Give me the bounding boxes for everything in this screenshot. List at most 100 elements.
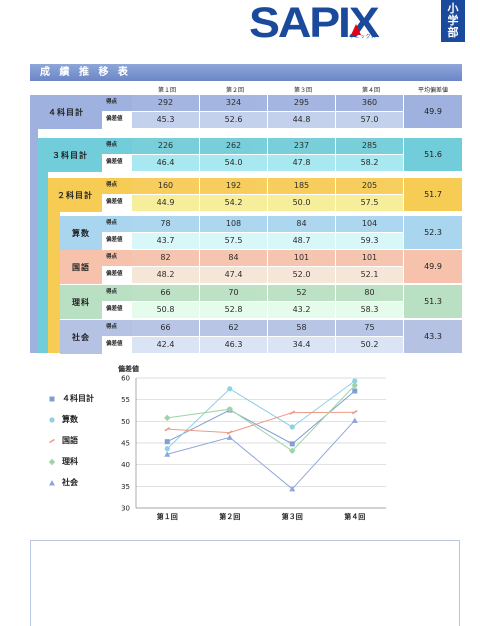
score-row-label: 得点: [102, 216, 132, 232]
average-deviation: 43.3: [404, 320, 462, 353]
deviation-cell: 46.3: [200, 337, 267, 353]
score-row-label: 得点: [102, 95, 132, 111]
deviation-cell: 43.7: [132, 233, 199, 249]
score-row-label: 得点: [102, 320, 132, 336]
data-point: [289, 485, 296, 492]
score-cell: 324: [200, 95, 267, 111]
score-cell: 84: [200, 250, 267, 266]
legend-item: 算数: [48, 414, 78, 425]
score-cell: 101: [268, 250, 335, 266]
logo-red-triangle: [351, 24, 361, 35]
score-cell: 285: [336, 138, 403, 154]
deviation-cell: 48.7: [268, 233, 335, 249]
group-side-stripe: [48, 178, 60, 353]
column-header: 第２回: [225, 87, 244, 94]
score-cell: 292: [132, 95, 199, 111]
logo-box-char: 小: [447, 2, 459, 15]
deviation-cell: 50.2: [336, 337, 403, 353]
deviation-cell: 50.0: [268, 195, 335, 211]
series-line: [167, 385, 356, 452]
series-line: [166, 380, 356, 449]
deviation-cell: 52.8: [200, 302, 267, 318]
data-point: [164, 451, 171, 457]
score-cell: 360: [336, 95, 403, 111]
logo-box-char: 学: [447, 14, 459, 27]
y-tick-label: 30: [121, 505, 130, 513]
deviation-row-label: 偏差値: [102, 267, 132, 283]
data-point: [289, 410, 296, 415]
data-point: [351, 382, 358, 389]
data-point: [226, 430, 233, 435]
y-axis-title: 偏差値: [118, 364, 139, 373]
group-label: 社会: [60, 320, 102, 354]
logo-kana: サピックス: [349, 34, 377, 40]
deviation-cell: 58.3: [336, 302, 403, 318]
section-title: 成 績 推 移 表: [30, 64, 462, 81]
data-point: [226, 434, 233, 440]
legend-label: ４科目計: [62, 394, 94, 403]
deviation-cell: 59.3: [336, 233, 403, 249]
legend-label: 理科: [62, 457, 78, 466]
data-point: [227, 386, 233, 392]
data-point: [352, 388, 358, 394]
deviation-row-label: 偏差値: [102, 155, 132, 171]
x-tick-label: 第４回: [344, 512, 365, 521]
logo-wordmark: SAPIX: [249, 0, 380, 47]
legend-marker-icon: [49, 416, 55, 423]
sapix-logo: SAPIX サピックス 小 学 部: [249, 0, 465, 47]
deviation-line-chart: 偏差値 30 35 40 45 50 55 60 第１回 第２回 第３回 第４回: [118, 364, 386, 521]
deviation-cell: 58.2: [336, 155, 403, 171]
group-side-stripe: [38, 138, 48, 353]
data-point: [226, 406, 233, 413]
score-cell: 192: [200, 178, 267, 194]
deviation-row-label: 偏差値: [102, 233, 132, 249]
data-point: [164, 414, 171, 422]
deviation-cell: 54.0: [200, 155, 267, 171]
legend-label: 国語: [62, 436, 78, 445]
score-cell: 80: [336, 285, 403, 301]
score-cell: 66: [132, 285, 199, 301]
deviation-cell: 52.1: [336, 267, 403, 283]
score-row-label: 得点: [102, 178, 132, 194]
deviation-cell: 57.0: [336, 112, 403, 128]
score-cell: 160: [132, 178, 199, 194]
legend-item: 社会: [48, 477, 78, 488]
deviation-cell: 52.0: [268, 267, 335, 283]
group-label: ３科目計: [38, 138, 102, 172]
legend-item: ４科目計: [48, 393, 94, 404]
score-cell: 52: [268, 285, 335, 301]
deviation-cell: 43.2: [268, 302, 335, 318]
average-deviation: 51.6: [404, 138, 462, 171]
legend-label: 算数: [62, 415, 78, 424]
group-label: 理科: [60, 285, 102, 319]
y-tick-label: 35: [121, 483, 130, 491]
group-label: 算数: [60, 216, 102, 250]
score-row-label: 得点: [102, 250, 132, 266]
legend-item: 国語: [48, 435, 78, 446]
score-row-label: 得点: [102, 285, 132, 301]
group-label: 国語: [60, 250, 102, 284]
deviation-row-label: 偏差値: [102, 195, 132, 211]
deviation-cell: 47.8: [268, 155, 335, 171]
y-tick-label: 45: [121, 440, 130, 448]
deviation-cell: 46.4: [132, 155, 199, 171]
x-tick-label: 第２回: [219, 512, 240, 521]
score-cell: 262: [200, 138, 267, 154]
deviation-cell: 42.4: [132, 337, 199, 353]
score-cell: 108: [200, 216, 267, 232]
column-header: 第１回: [157, 87, 176, 94]
score-cell: 185: [268, 178, 335, 194]
score-row-label: 得点: [102, 138, 132, 154]
data-point: [164, 446, 170, 452]
group-label: ２科目計: [48, 178, 102, 212]
data-point: [351, 410, 358, 415]
deviation-row-label: 偏差値: [102, 302, 132, 318]
average-deviation: 49.9: [404, 95, 462, 128]
legend-marker-icon: [49, 396, 55, 401]
score-cell: 84: [268, 216, 335, 232]
group-label: ４科目計: [30, 95, 102, 129]
group-side-stripe: [30, 95, 38, 353]
score-cell: 78: [132, 216, 199, 232]
data-point: [164, 426, 171, 432]
score-cell: 226: [132, 138, 199, 154]
